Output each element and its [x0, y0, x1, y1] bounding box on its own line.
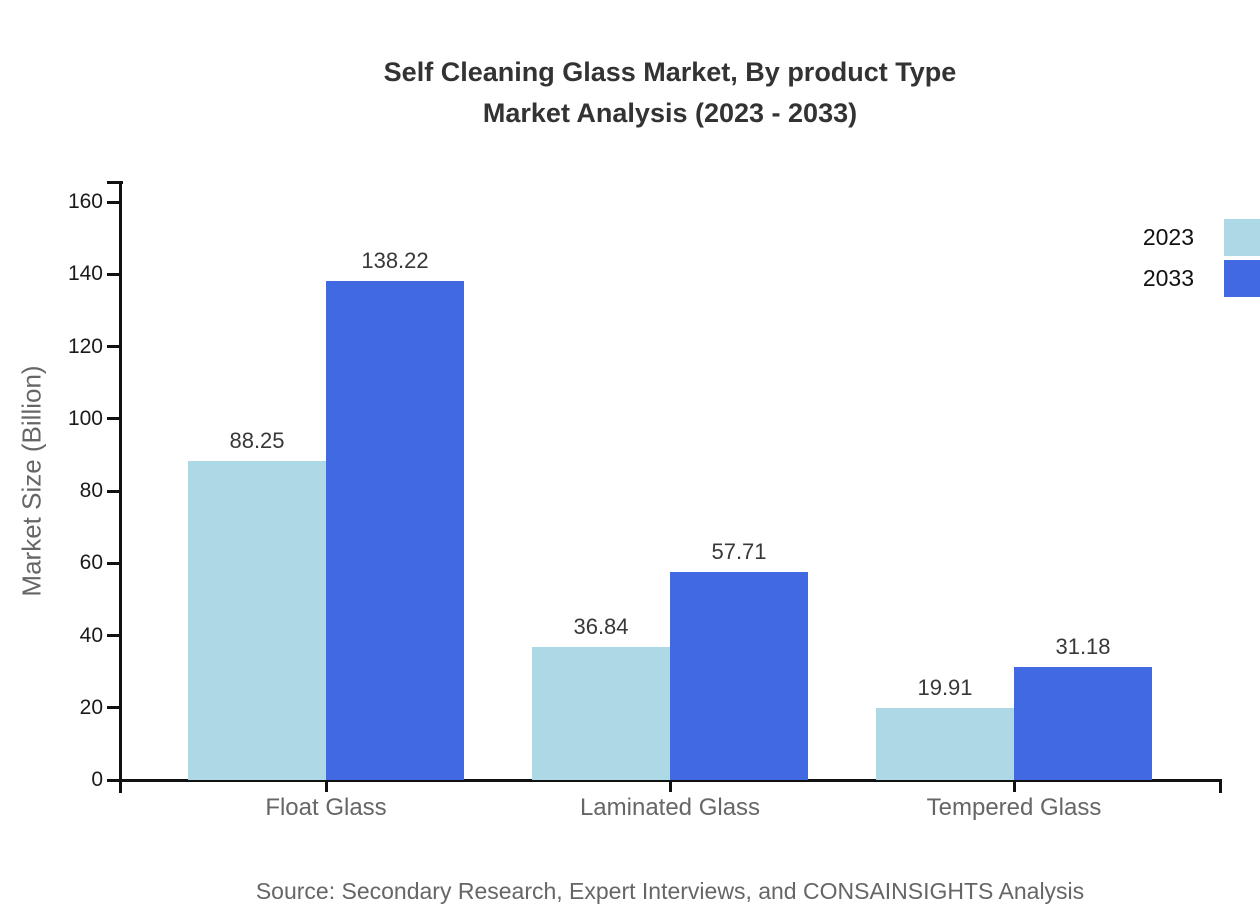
y-tick-label-60: 60 — [79, 551, 103, 575]
bar-2023-laminated-glass — [532, 646, 670, 780]
y-tick-label-0: 0 — [91, 768, 103, 791]
y-tick-100 — [107, 417, 121, 421]
chart-title-line1: Self Cleaning Glass Market, By product T… — [383, 57, 957, 87]
y-tick-160 — [107, 200, 121, 204]
y-tick-label-20: 20 — [79, 695, 103, 719]
legend-label-2023: 2023 — [1142, 224, 1194, 250]
y-tick-60 — [107, 561, 121, 565]
y-tick-40 — [107, 634, 121, 637]
source-note: Source: Secondary Research, Expert Inter… — [255, 878, 1085, 904]
chart-title-line2: Market Analysis (2023 - 2033) — [482, 98, 858, 128]
legend: 2023 2033 — [1143, 219, 1260, 301]
x-axis-right-cap — [1219, 779, 1222, 793]
bar-value-2033-tempered-glass: 31.18 — [1055, 634, 1111, 660]
y-tick-label-160: 160 — [67, 190, 103, 213]
y-tick-label-40: 40 — [79, 623, 103, 647]
bar-2033-tempered-glass — [1014, 667, 1152, 780]
bar-value-2033-laminated-glass: 57.71 — [711, 538, 767, 564]
legend-swatch-2023 — [1224, 219, 1260, 256]
bar-value-2033-float-glass: 138.22 — [361, 247, 429, 273]
y-tick-label-140: 140 — [67, 262, 103, 286]
y-tick-80 — [107, 489, 121, 493]
y-tick-0 — [107, 778, 121, 782]
legend-label-2033: 2033 — [1142, 265, 1194, 291]
bar-value-2023-tempered-glass: 19.91 — [917, 675, 973, 701]
x-tick-laminated-glass — [668, 781, 672, 792]
bar-value-2023-float-glass: 88.25 — [229, 428, 285, 454]
x-tick-tempered-glass — [1012, 781, 1016, 792]
legend-swatch-2033 — [1224, 260, 1260, 297]
y-axis-spine — [119, 181, 122, 793]
legend-item-2033: 2033 — [1143, 260, 1260, 297]
y-tick-label-120: 120 — [67, 334, 103, 358]
x-tick-float-glass — [324, 781, 328, 792]
y-tick-20 — [107, 706, 121, 710]
bar-2023-tempered-glass — [876, 708, 1014, 780]
category-label-laminated-glass: Laminated Glass — [579, 794, 761, 821]
category-label-float-glass: Float Glass — [265, 794, 387, 821]
chart-title: Self Cleaning Glass Market, By product T… — [40, 52, 1260, 134]
bar-2023-float-glass — [188, 461, 326, 780]
y-axis-top-cap — [107, 181, 123, 184]
bar-value-2023-laminated-glass: 36.84 — [573, 613, 629, 639]
category-label-tempered-glass: Tempered Glass — [926, 794, 1102, 821]
bar-2033-float-glass — [326, 280, 464, 780]
y-tick-140 — [107, 272, 121, 276]
bar-2033-laminated-glass — [670, 571, 808, 780]
legend-item-2023: 2023 — [1143, 219, 1260, 256]
y-tick-label-100: 100 — [67, 406, 103, 430]
y-tick-label-80: 80 — [79, 479, 103, 502]
x-axis-spine — [119, 779, 1222, 782]
y-tick-120 — [107, 345, 121, 348]
